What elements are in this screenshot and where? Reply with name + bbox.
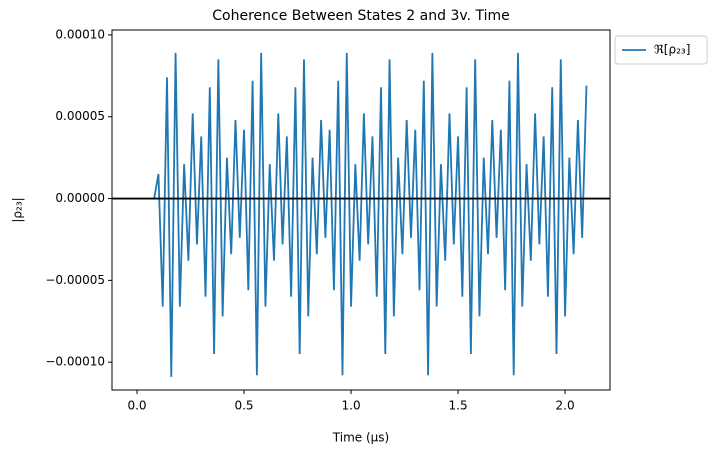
y-tick-label: 0.00000 — [55, 191, 105, 205]
chart-title: Coherence Between States 2 and 3v. Time — [212, 8, 509, 24]
x-tick-label: 0.0 — [127, 399, 146, 413]
y-tick-label: 0.00010 — [55, 27, 105, 41]
y-axis-label: |ρ₂₃| — [11, 197, 25, 222]
legend-label: ℜ[ρ₂₃] — [654, 43, 690, 57]
plot-frame — [111, 29, 611, 391]
x-axis-label: Time (μs) — [332, 431, 389, 445]
x-tick-label: 1.5 — [449, 399, 468, 413]
legend-box — [614, 35, 708, 65]
data-line — [153, 52, 588, 377]
x-tick-label: 2.0 — [556, 399, 575, 413]
y-tick-label: 0.00005 — [55, 109, 105, 123]
y-tick-label: −0.00005 — [45, 273, 105, 287]
x-tick-label: 0.5 — [234, 399, 253, 413]
y-tick-label: −0.00010 — [45, 355, 105, 369]
x-tick-label: 1.0 — [342, 399, 361, 413]
